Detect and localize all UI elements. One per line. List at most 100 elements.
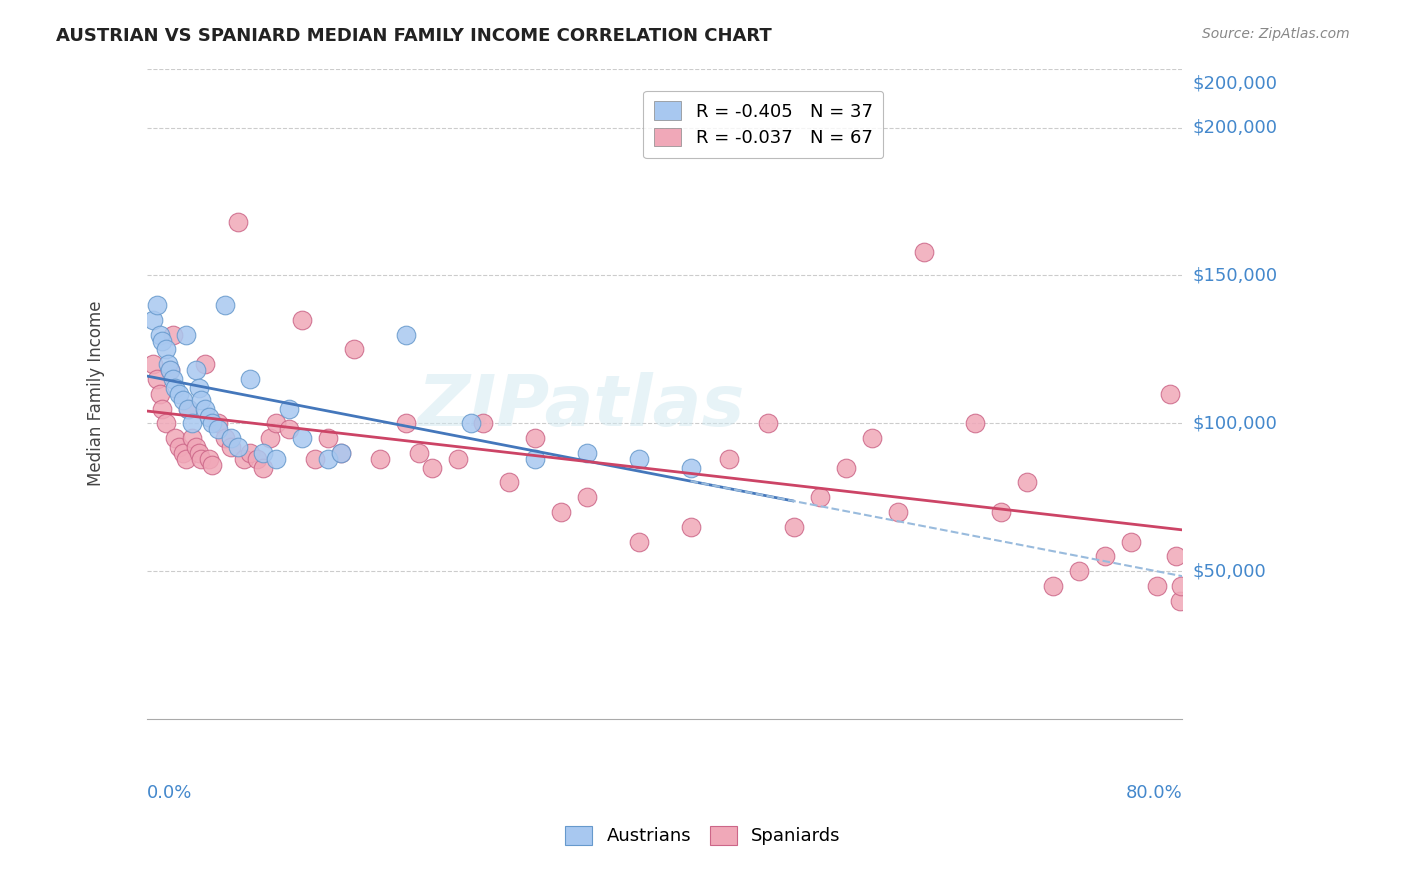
Point <box>576 446 599 460</box>
Point <box>420 460 443 475</box>
Point <box>330 446 353 460</box>
Point <box>304 451 326 466</box>
Point <box>472 417 495 431</box>
Point <box>165 381 187 395</box>
Point <box>783 520 806 534</box>
Point <box>201 417 224 431</box>
Point <box>1170 579 1192 593</box>
Point <box>627 534 650 549</box>
Point <box>159 363 181 377</box>
Point <box>187 446 209 460</box>
Text: $50,000: $50,000 <box>1192 562 1267 580</box>
Point <box>278 422 301 436</box>
Point <box>172 392 194 407</box>
Point <box>550 505 572 519</box>
Point <box>181 431 204 445</box>
Point <box>756 417 779 431</box>
Point <box>190 451 212 466</box>
Point <box>1168 593 1191 607</box>
Point <box>1094 549 1116 564</box>
Point <box>159 363 181 377</box>
Point <box>149 327 172 342</box>
Point <box>162 327 184 342</box>
Point <box>156 357 179 371</box>
Point <box>201 458 224 472</box>
Point <box>808 490 831 504</box>
Text: AUSTRIAN VS SPANIARD MEDIAN FAMILY INCOME CORRELATION CHART: AUSTRIAN VS SPANIARD MEDIAN FAMILY INCOM… <box>56 27 772 45</box>
Point <box>524 451 547 466</box>
Point <box>266 451 288 466</box>
Point <box>266 417 288 431</box>
Point <box>181 417 204 431</box>
Point <box>152 334 174 348</box>
Point <box>498 475 520 490</box>
Point <box>718 451 741 466</box>
Text: ZIPatlas: ZIPatlas <box>418 372 745 442</box>
Point <box>912 244 935 259</box>
Point <box>165 431 187 445</box>
Point <box>149 386 172 401</box>
Point <box>330 446 353 460</box>
Point <box>343 343 366 357</box>
Point <box>184 440 207 454</box>
Text: $150,000: $150,000 <box>1192 267 1278 285</box>
Text: 80.0%: 80.0% <box>1126 784 1182 802</box>
Point <box>576 490 599 504</box>
Text: 0.0%: 0.0% <box>146 784 193 802</box>
Point <box>1067 564 1090 578</box>
Point <box>886 505 908 519</box>
Point <box>835 460 858 475</box>
Point <box>190 392 212 407</box>
Point <box>214 431 236 445</box>
Point <box>1164 549 1187 564</box>
Legend: Austrians, Spaniards: Austrians, Spaniards <box>554 815 852 856</box>
Point <box>194 357 217 371</box>
Point <box>1146 579 1168 593</box>
Point <box>291 313 314 327</box>
Point <box>177 401 200 416</box>
Point <box>395 417 418 431</box>
Point <box>252 446 274 460</box>
Point <box>207 422 229 436</box>
Point <box>627 451 650 466</box>
Point <box>239 372 262 386</box>
Point <box>187 381 209 395</box>
Point <box>239 446 262 460</box>
Point <box>395 327 418 342</box>
Point <box>679 520 702 534</box>
Point <box>1159 386 1181 401</box>
Point <box>184 363 207 377</box>
Text: Source: ZipAtlas.com: Source: ZipAtlas.com <box>1202 27 1350 41</box>
Text: $200,000: $200,000 <box>1192 119 1278 136</box>
Point <box>152 401 174 416</box>
Point <box>860 431 883 445</box>
Point <box>162 372 184 386</box>
Text: $200,000: $200,000 <box>1192 74 1278 92</box>
Point <box>965 417 987 431</box>
Point <box>174 327 197 342</box>
Point <box>278 401 301 416</box>
Point <box>174 451 197 466</box>
Point <box>172 446 194 460</box>
Point <box>226 440 249 454</box>
Text: Median Family Income: Median Family Income <box>87 301 105 486</box>
Point <box>1017 475 1039 490</box>
Point <box>1042 579 1064 593</box>
Point <box>142 313 165 327</box>
Point <box>524 431 547 445</box>
Point <box>316 431 339 445</box>
Point <box>316 451 339 466</box>
Point <box>679 460 702 475</box>
Point <box>259 431 281 445</box>
Text: $100,000: $100,000 <box>1192 414 1278 433</box>
Point <box>155 343 177 357</box>
Point <box>167 440 190 454</box>
Point <box>177 401 200 416</box>
Point <box>198 410 221 425</box>
Point <box>1119 534 1142 549</box>
Point <box>226 215 249 229</box>
Point <box>233 451 256 466</box>
Point <box>219 440 242 454</box>
Point <box>219 431 242 445</box>
Point <box>408 446 430 460</box>
